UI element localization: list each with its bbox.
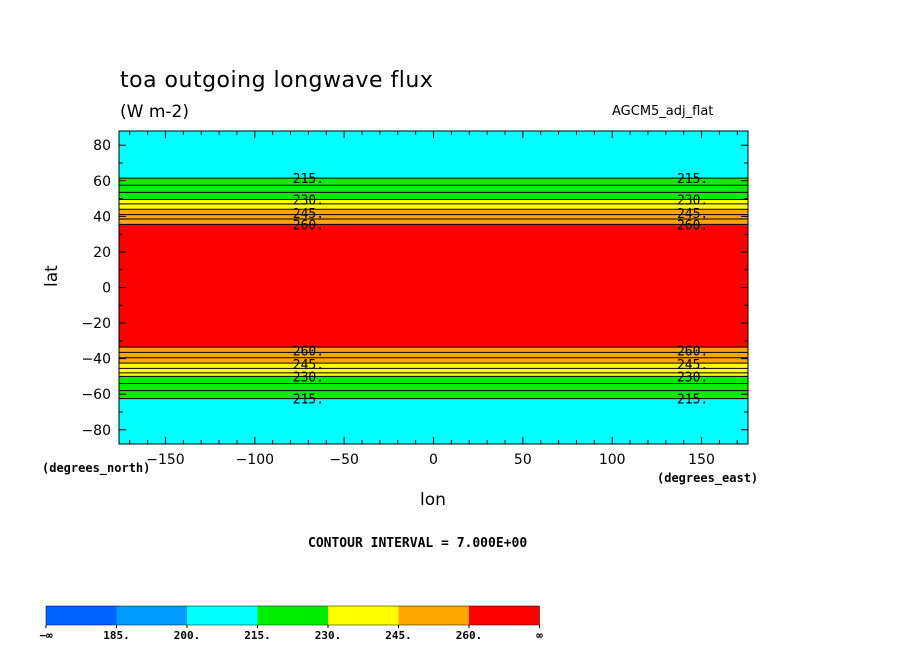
contour-band-4 xyxy=(119,224,748,348)
contour-label-3-1: 260. xyxy=(677,218,708,233)
contour-band-5 xyxy=(119,347,748,364)
colorbar-segment-1 xyxy=(116,606,187,625)
contour-lines xyxy=(119,177,748,400)
contour-label-5-0: 245. xyxy=(293,358,324,373)
y-tick-label: −60 xyxy=(81,387,111,403)
dataset-label: AGCM5_adj_flat xyxy=(612,104,714,119)
y-axis-units: (degrees_north) xyxy=(42,461,151,475)
y-tick-label: 40 xyxy=(93,209,111,225)
contour-label-2-0: 245. xyxy=(293,207,324,222)
contour-band-0 xyxy=(119,131,748,179)
x-tick-label: 50 xyxy=(514,452,532,468)
y-tick-label: −20 xyxy=(81,316,111,332)
contour-labels: 215. 215.230. 230.245. 245.260. 260.260. 260.… xyxy=(293,172,709,408)
y-tick-label: −80 xyxy=(81,423,111,439)
contour-label-1-0: 230. xyxy=(293,193,324,208)
x-tick-label: 0 xyxy=(429,452,438,468)
colorbar-label-4: 230. xyxy=(315,629,342,642)
colorbar-segment-2 xyxy=(187,606,258,625)
y-axis-label: lat xyxy=(42,265,62,287)
contour-band-6 xyxy=(119,363,748,377)
contour-label-5-1: 245. xyxy=(677,358,708,373)
contour-label-4-0: 260. xyxy=(293,345,324,360)
colorbar-segment-0 xyxy=(46,606,117,625)
colorbar-label-2: 200. xyxy=(174,629,201,642)
colorbar-segment-6 xyxy=(469,606,540,625)
x-tick-label: 150 xyxy=(688,452,715,468)
colorbar-label-5: 245. xyxy=(385,629,412,642)
colorbar-label-7: ∞ xyxy=(536,629,543,642)
contour-label-0-1: 215. xyxy=(677,172,708,187)
colorbar-label-6: 260. xyxy=(456,629,483,642)
x-tick-label: 100 xyxy=(599,452,626,468)
chart-title: toa outgoing longwave flux xyxy=(120,68,434,93)
colorbar-label-1: 185. xyxy=(103,629,130,642)
contour-label-6-1: 230. xyxy=(677,370,708,385)
y-tick-label: −40 xyxy=(81,352,111,368)
colorbar-label-0: −∞ xyxy=(39,629,53,642)
contour-label-6-0: 230. xyxy=(293,370,324,385)
colorbar: −∞ 185. 200. 215. 230. 245. 260. ∞ xyxy=(39,605,543,642)
x-tick-label: −150 xyxy=(146,452,184,468)
contour-band-7 xyxy=(119,376,748,399)
contour-label-3-0: 260. xyxy=(293,218,324,233)
colorbar-segment-4 xyxy=(328,606,399,625)
contour-label-7-0: 215. xyxy=(293,393,324,408)
y-tick-label: 80 xyxy=(93,138,111,154)
contour-label-2-1: 245. xyxy=(677,207,708,222)
x-axis-units: (degrees_east) xyxy=(657,471,759,485)
x-axis-ticks: −150 −100 −50 0 50 100 150 xyxy=(129,131,738,468)
contour-interval-note: CONTOUR INTERVAL = 7.000E+00 xyxy=(308,536,528,551)
contour-band-3 xyxy=(119,209,748,225)
contour-label-4-1: 260. xyxy=(677,345,708,360)
contour-label-7-1: 215. xyxy=(677,393,708,408)
colorbar-segment-3 xyxy=(257,606,328,625)
y-tick-label: 20 xyxy=(93,245,111,261)
x-tick-label: −100 xyxy=(236,452,274,468)
contour-band-8 xyxy=(119,398,748,444)
colorbar-frame xyxy=(45,605,540,626)
y-tick-label: 60 xyxy=(93,174,111,190)
colorbar-label-3: 215. xyxy=(244,629,271,642)
y-tick-label: 0 xyxy=(102,281,111,297)
chart-units: (W m-2) xyxy=(120,102,189,122)
x-axis-label: lon xyxy=(420,490,446,510)
contour-label-1-1: 230. xyxy=(677,193,708,208)
y-axis-ticks: 80 60 40 20 0 −20 −40 −60 −80 xyxy=(81,138,748,439)
contour-label-0-0: 215. xyxy=(293,172,324,187)
colorbar-segment-5 xyxy=(398,606,469,625)
x-tick-label: −50 xyxy=(329,452,359,468)
contour-band-1 xyxy=(119,178,748,200)
